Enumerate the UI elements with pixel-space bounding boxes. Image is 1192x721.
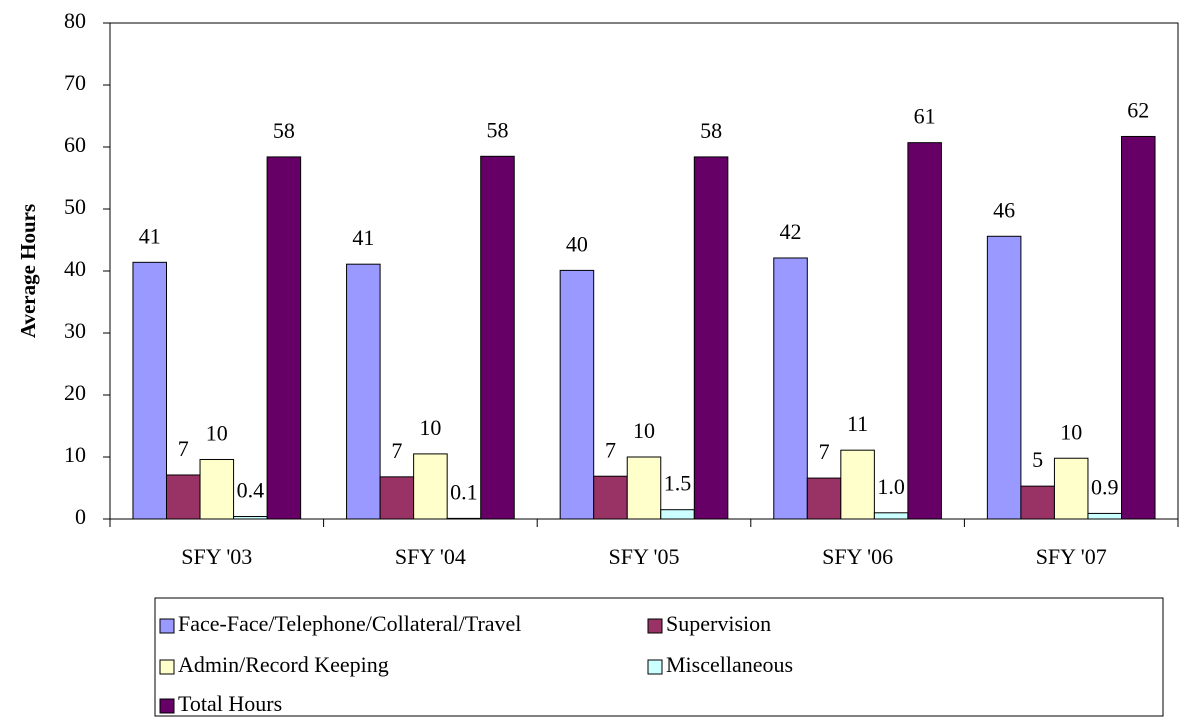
value-label: 10	[419, 415, 441, 440]
value-label: 10	[206, 421, 228, 446]
y-tick-label: 0	[75, 504, 86, 529]
bar	[907, 142, 942, 520]
value-label: 58	[486, 117, 508, 142]
y-tick-label: 50	[64, 194, 86, 219]
x-tick-label: SFY '07	[1036, 544, 1107, 569]
bar	[1121, 135, 1156, 520]
value-label: 58	[700, 118, 722, 143]
x-tick-label: SFY '03	[181, 544, 252, 569]
legend-label: Admin/Record Keeping	[178, 652, 389, 677]
y-tick-label: 30	[64, 318, 86, 343]
bar	[1020, 485, 1055, 520]
bar	[446, 517, 482, 520]
value-label: 41	[139, 223, 161, 248]
legend-swatch	[159, 698, 175, 714]
bar	[413, 453, 448, 520]
y-tick-label: 80	[64, 8, 86, 33]
bar	[693, 156, 729, 520]
value-label: 41	[352, 225, 374, 250]
value-label: 10	[1060, 419, 1082, 444]
value-label: 1.0	[877, 474, 905, 499]
bar	[593, 475, 628, 520]
value-label: 62	[1127, 98, 1149, 123]
value-label: 0.9	[1091, 474, 1119, 499]
bar	[266, 156, 302, 520]
bar	[199, 458, 235, 520]
legend-box	[154, 597, 1164, 717]
value-label: 40	[566, 231, 588, 256]
bar	[806, 477, 842, 520]
legend-label: Supervision	[666, 611, 771, 636]
bar	[480, 155, 515, 520]
bar	[660, 509, 695, 520]
y-tick-label: 40	[64, 256, 86, 281]
legend-swatch	[159, 659, 175, 675]
y-axis-label: Average Hours	[16, 204, 40, 338]
bar	[986, 235, 1022, 520]
x-tick-label: SFY '04	[395, 544, 466, 569]
y-tick-label: 70	[64, 70, 86, 95]
bar	[626, 456, 662, 520]
bar	[873, 512, 909, 520]
bar	[233, 516, 268, 520]
x-tick-label: SFY '06	[822, 544, 893, 569]
value-label: 0.4	[237, 478, 265, 503]
value-label: 10	[633, 418, 655, 443]
y-tick-label: 10	[64, 442, 86, 467]
legend-label: Total Hours	[178, 691, 282, 716]
x-tick-label: SFY '05	[608, 544, 679, 569]
value-label: 7	[605, 437, 616, 462]
y-tick-label: 20	[64, 380, 86, 405]
value-label: 0.1	[450, 479, 478, 504]
bar	[559, 269, 595, 520]
bar	[840, 449, 875, 520]
value-label: 42	[780, 219, 802, 244]
legend-swatch	[159, 618, 175, 634]
value-label: 61	[914, 104, 936, 129]
y-tick-label: 60	[64, 132, 86, 157]
value-label: 46	[993, 197, 1015, 222]
legend-swatch	[647, 618, 663, 634]
value-label: 7	[391, 438, 402, 463]
value-label: 7	[178, 436, 189, 461]
value-label: 58	[273, 118, 295, 143]
bar	[1087, 512, 1123, 520]
legend-swatch	[647, 659, 663, 675]
value-label: 1.5	[664, 471, 692, 496]
bar	[165, 474, 201, 520]
legend-label: Face-Face/Telephone/Collateral/Travel	[178, 611, 521, 636]
legend-label: Miscellaneous	[666, 652, 793, 677]
bar	[346, 263, 381, 520]
value-label: 11	[847, 411, 868, 436]
value-label: 5	[1032, 447, 1043, 472]
bar	[132, 261, 167, 520]
bar	[1053, 457, 1089, 520]
bar	[773, 257, 808, 520]
bar	[379, 476, 415, 520]
value-label: 7	[819, 439, 830, 464]
